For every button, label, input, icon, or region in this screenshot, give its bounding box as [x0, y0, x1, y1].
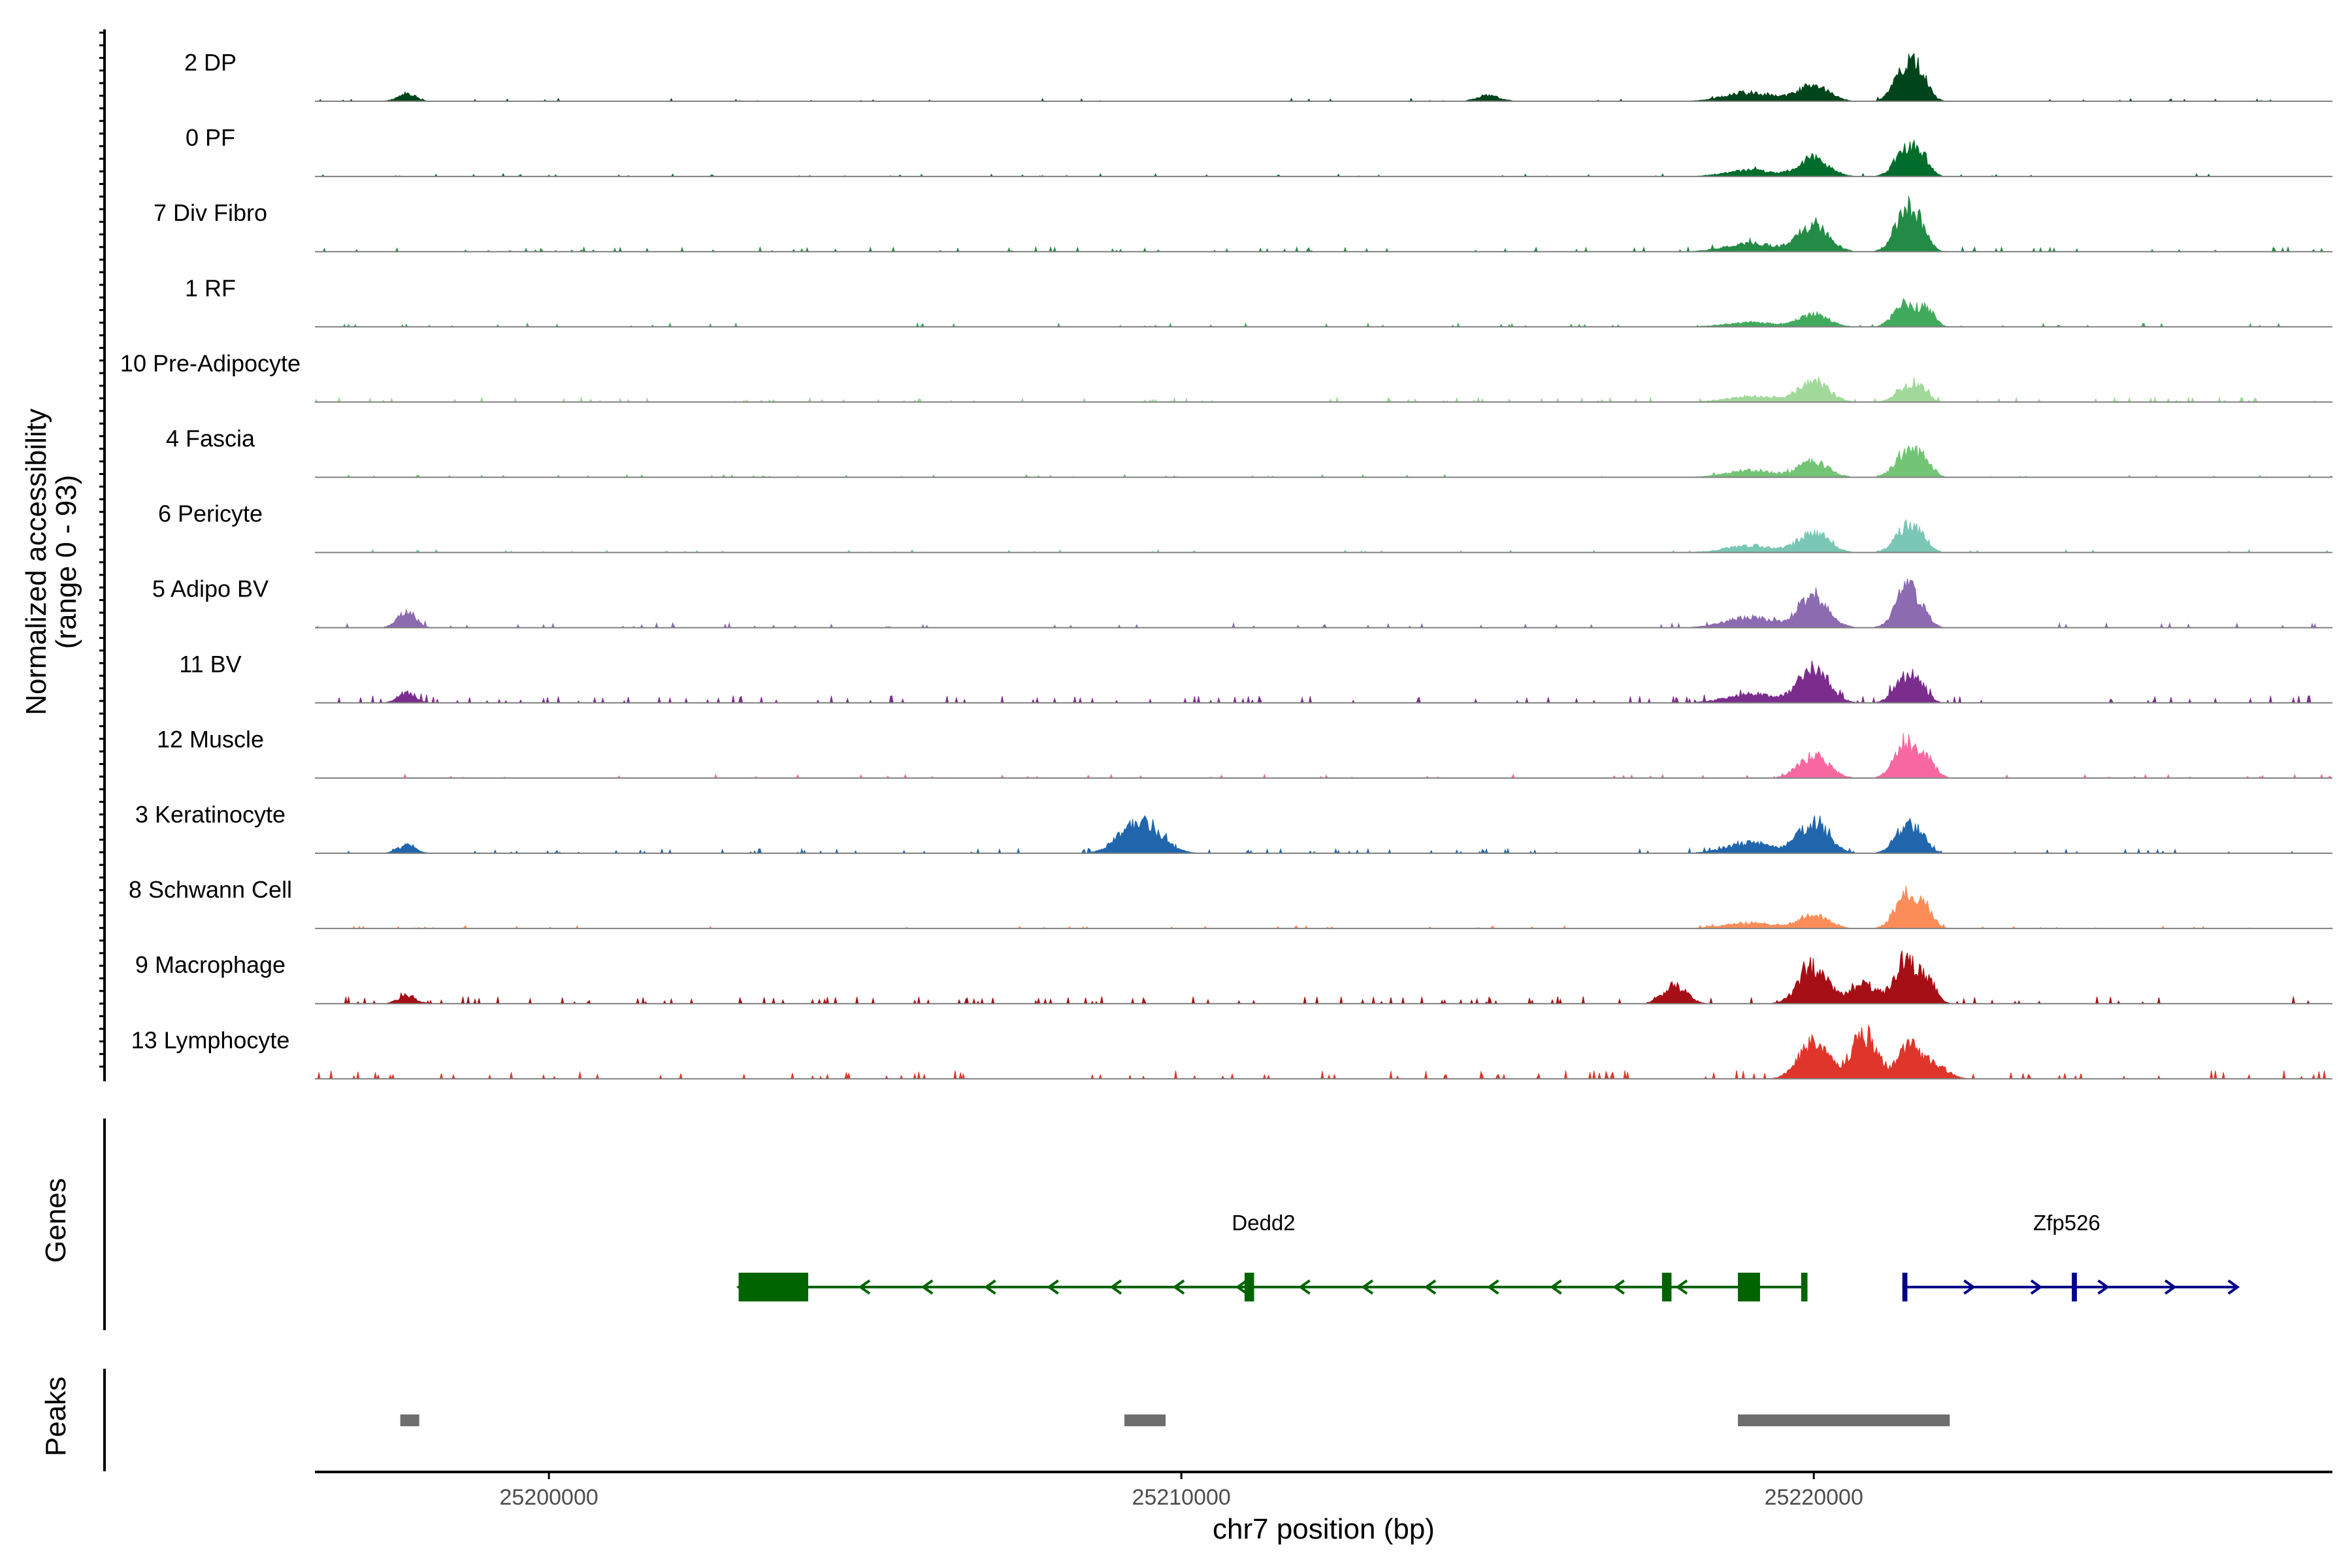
- track-label: 5 Adipo BV: [152, 576, 269, 602]
- strand-arrow: [858, 1279, 871, 1295]
- strand-arrow: [1612, 1279, 1625, 1295]
- peak-region: [400, 1414, 419, 1426]
- track-10: 12 Muscle: [157, 726, 2332, 779]
- track-label: 2 DP: [184, 49, 237, 76]
- track-1: 2 DP: [184, 49, 2332, 102]
- track-label: 7 Div Fibro: [154, 199, 267, 226]
- strand-arrow: [1550, 1279, 1562, 1295]
- track-5: 10 Pre-Adipocyte: [120, 350, 2332, 403]
- gene-zfp526: Zfp526: [1902, 1211, 2240, 1301]
- strand-arrow: [984, 1279, 996, 1295]
- strand-arrow: [1963, 1279, 1976, 1295]
- strand-arrow: [1172, 1279, 1185, 1295]
- peaks-axis-title: Peaks: [40, 1377, 72, 1456]
- track-signal: [315, 732, 2332, 779]
- strand-arrow: [1675, 1279, 1688, 1295]
- track-signal: [315, 52, 2332, 102]
- track-signal: [315, 578, 2332, 629]
- track-signal: [315, 660, 2332, 704]
- strand-arrow: [1047, 1279, 1059, 1295]
- gene-dedd2: Dedd2: [736, 1211, 1808, 1301]
- exon: [1902, 1273, 1908, 1301]
- track-signal: [315, 195, 2332, 253]
- gene-label: Dedd2: [1232, 1211, 1295, 1235]
- track-signal: [315, 444, 2334, 478]
- strand-arrow: [2097, 1279, 2110, 1295]
- x-axis-ticks: 25200000 25210000 25220000: [500, 1472, 1863, 1510]
- track-label: 1 RF: [185, 274, 236, 301]
- genes-axis-title-text: Genes: [40, 1178, 72, 1263]
- genes-axis-title: Genes: [40, 1178, 72, 1263]
- track-signal: [315, 885, 2334, 929]
- y-axis-title-line1: Normalized accessibility: [20, 408, 52, 715]
- peak-region: [1738, 1414, 1950, 1426]
- exon: [2072, 1273, 2077, 1301]
- tracks-y-axis-ticks: [99, 31, 105, 1068]
- accessibility-tracks: 2 DP 0 PF 7 Div Fibro 1 RF 10 Pre-Adipocyte 4…: [120, 49, 2334, 1081]
- track-signal: [314, 376, 2332, 403]
- track-label: 6 Pericyte: [158, 500, 263, 527]
- track-12: 8 Schwann Cell: [129, 876, 2334, 930]
- track-label: 13 Lymphocyte: [131, 1026, 290, 1053]
- strand-arrow: [1298, 1279, 1311, 1295]
- x-axis-title: chr7 position (bp): [1213, 1513, 1435, 1545]
- genes-track: Dedd2 Zfp526: [736, 1211, 2240, 1301]
- track-label: 3 Keratinocyte: [135, 801, 286, 828]
- track-4: 1 RF: [185, 274, 2332, 328]
- strand-arrow: [1424, 1279, 1437, 1295]
- gene-label: Zfp526: [2033, 1211, 2100, 1235]
- track-6: 4 Fascia: [166, 425, 2334, 478]
- y-axis-title-line2: (range 0 - 93): [50, 475, 82, 649]
- exon: [1738, 1273, 1760, 1301]
- track-label: 10 Pre-Adipocyte: [120, 350, 301, 376]
- track-13: 9 Macrophage: [135, 950, 2332, 1005]
- track-8: 5 Adipo BV: [152, 576, 2332, 629]
- x-tick-label: 25200000: [500, 1485, 598, 1510]
- track-7: 6 Pericyte: [158, 500, 2332, 553]
- track-11: 3 Keratinocyte: [135, 801, 2332, 855]
- x-tick-label: 25220000: [1765, 1485, 1863, 1510]
- track-signal: [315, 519, 2332, 553]
- track-signal: [315, 139, 2332, 177]
- exon: [1661, 1273, 1672, 1301]
- strand-arrow: [1486, 1279, 1499, 1295]
- track-label: 9 Macrophage: [135, 951, 286, 978]
- strand-arrow: [1235, 1279, 1248, 1295]
- track-signal: [315, 298, 2332, 328]
- track-2: 0 PF: [186, 124, 2332, 178]
- track-label: 11 BV: [179, 651, 241, 678]
- strand-arrow: [2030, 1279, 2043, 1295]
- track-14: 13 Lymphocyte: [131, 1024, 2332, 1081]
- y-axis-title: Normalized accessibility (range 0 - 93): [20, 408, 82, 715]
- peaks-track: [400, 1414, 1950, 1426]
- track-label: 12 Muscle: [157, 726, 264, 753]
- peak-region: [1124, 1414, 1166, 1426]
- track-signal: [315, 950, 2332, 1005]
- x-tick-label: 25210000: [1132, 1485, 1231, 1510]
- track-9: 11 BV: [179, 651, 2332, 704]
- strand-arrow: [2164, 1279, 2177, 1295]
- strand-arrow: [921, 1279, 934, 1295]
- exon: [1801, 1273, 1808, 1301]
- peaks-axis-title-text: Peaks: [40, 1377, 72, 1456]
- strand-arrow: [1361, 1279, 1374, 1295]
- track-label: 8 Schwann Cell: [129, 876, 292, 903]
- track-signal: [315, 815, 2332, 855]
- track-signal: [315, 1024, 2332, 1081]
- track-3: 7 Div Fibro: [154, 195, 2332, 253]
- strand-arrow: [1109, 1279, 1122, 1295]
- track-label: 0 PF: [186, 124, 235, 151]
- track-label: 4 Fascia: [166, 425, 255, 452]
- exon: [738, 1273, 809, 1301]
- exon: [1244, 1273, 1254, 1301]
- strand-arrow: [2227, 1279, 2240, 1295]
